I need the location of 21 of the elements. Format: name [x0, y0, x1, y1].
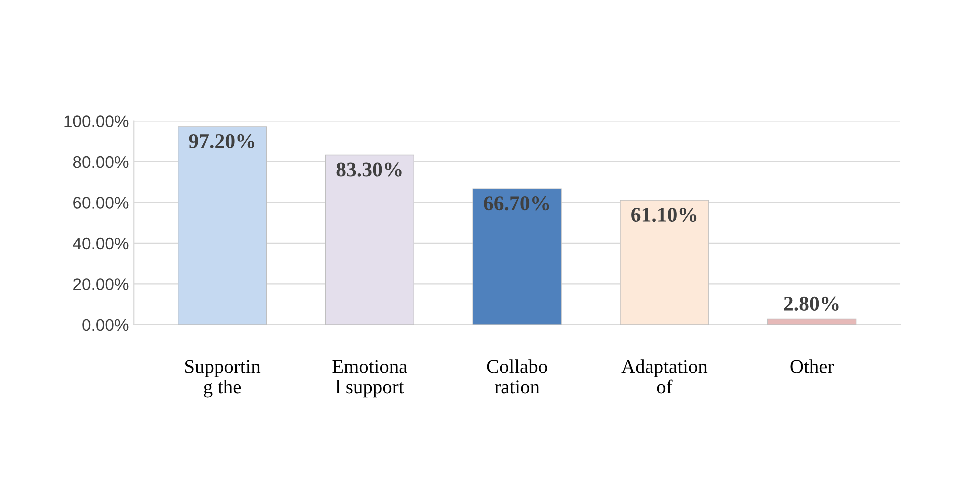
- y-tick-label: 20.00%: [74, 278, 129, 290]
- y-tick-label: 80.00%: [73, 156, 129, 168]
- y-tick-label: 0.00%: [82, 319, 129, 332]
- bar: [620, 200, 710, 325]
- bar: [325, 154, 414, 325]
- bar: [178, 126, 268, 325]
- data-label: 2.80%: [784, 296, 839, 312]
- data-label: 83.30%: [336, 162, 402, 177]
- x-tick-label: Emotiona l support: [332, 360, 408, 398]
- x-tick-label: Collabo ration: [487, 360, 548, 394]
- y-tick-label: 100.00%: [64, 116, 129, 128]
- data-label: 61.10%: [632, 208, 697, 222]
- bar: [472, 188, 562, 325]
- x-tick-label: Other: [790, 360, 834, 374]
- x-tick-label: Supportin g the: [186, 360, 261, 398]
- bar: [768, 318, 857, 325]
- data-label: 97.20%: [189, 134, 254, 149]
- y-tick-label: 60.00%: [74, 197, 129, 209]
- y-tick-label: 40.00%: [73, 238, 129, 250]
- data-label: 66.70%: [484, 196, 550, 211]
- x-tick-label: Adaptation of: [622, 360, 708, 394]
